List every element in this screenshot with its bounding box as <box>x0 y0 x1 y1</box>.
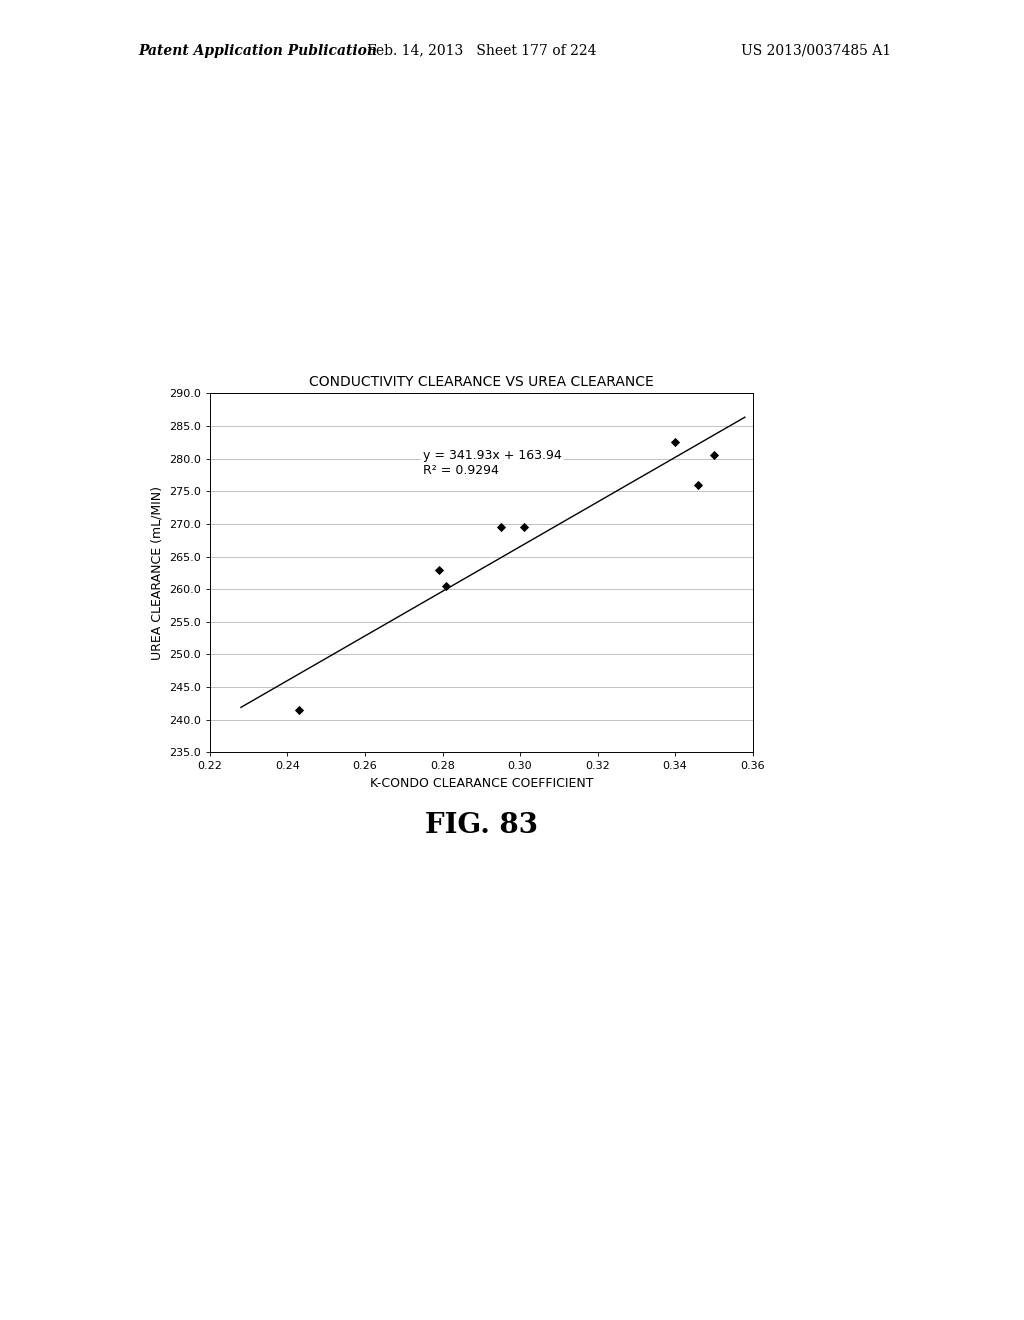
Point <box>493 516 509 537</box>
X-axis label: K-CONDO CLEARANCE COEFFICIENT: K-CONDO CLEARANCE COEFFICIENT <box>370 777 593 789</box>
Text: US 2013/0037485 A1: US 2013/0037485 A1 <box>740 44 891 58</box>
Point <box>667 432 683 453</box>
Y-axis label: UREA CLEARANCE (mL/MIN): UREA CLEARANCE (mL/MIN) <box>151 486 164 660</box>
Point <box>291 700 307 721</box>
Point <box>706 445 722 466</box>
Point <box>690 474 707 495</box>
Text: FIG. 83: FIG. 83 <box>425 812 538 838</box>
Text: Feb. 14, 2013   Sheet 177 of 224: Feb. 14, 2013 Sheet 177 of 224 <box>367 44 596 58</box>
Point <box>430 560 446 581</box>
Title: CONDUCTIVITY CLEARANCE VS UREA CLEARANCE: CONDUCTIVITY CLEARANCE VS UREA CLEARANCE <box>309 375 653 389</box>
Point <box>516 516 532 537</box>
Text: y = 341.93x + 163.94
R² = 0.9294: y = 341.93x + 163.94 R² = 0.9294 <box>423 449 562 477</box>
Point <box>438 576 455 597</box>
Text: Patent Application Publication: Patent Application Publication <box>138 44 377 58</box>
